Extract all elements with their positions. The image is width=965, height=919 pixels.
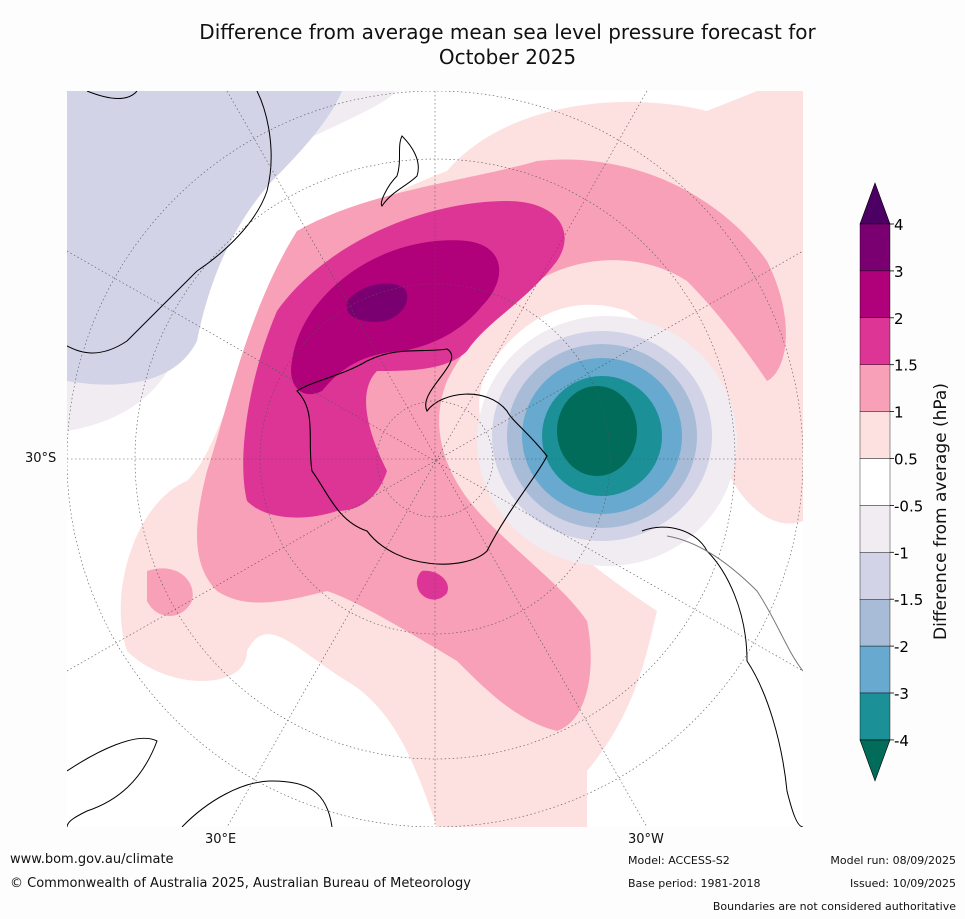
colorbar: 4 3 2 1.5 1 0.5 -0.5 -1 -1.5 -2 -3 -4 <box>859 182 923 782</box>
colorbar-tick-label: 2 <box>894 310 904 328</box>
colorbar-tick-label: 0.5 <box>894 451 918 469</box>
colorbar-segment <box>859 223 891 272</box>
anomaly-region-pos-0.5-1 <box>120 91 803 827</box>
australia-coastline <box>67 91 272 354</box>
longitude-label-30e: 30°E <box>205 832 237 847</box>
antarctica-coastline <box>296 348 548 565</box>
colorbar-extend-max <box>859 182 891 225</box>
title-line-1: Difference from average mean sea level p… <box>199 20 816 44</box>
anomaly-region-pos-3-4 <box>346 283 408 322</box>
colorbar-segment <box>859 645 891 694</box>
longitude-label-30w: 30°W <box>628 832 664 847</box>
colorbar-segment <box>859 599 891 647</box>
anomaly-region-pos-1-1.5-west <box>147 568 193 616</box>
anomaly-region-neg1-topleft <box>67 91 342 385</box>
south-america-coastline <box>641 526 803 827</box>
anomaly-region-pos-1.5-2-south <box>416 570 448 600</box>
colorbar-segment <box>859 692 891 741</box>
anomaly-region-neg-4-low <box>557 386 637 476</box>
colorbar-segment <box>859 317 891 365</box>
colorbar-tick-label: -1.5 <box>894 591 923 609</box>
colorbar-segment <box>859 552 891 600</box>
colorbar-tick-label: 1.5 <box>894 357 918 375</box>
footer-model-run: Model run: 08/09/2025 <box>830 854 956 867</box>
colorbar-segment <box>859 270 891 319</box>
south-america-border <box>666 535 803 672</box>
colorbar-tick-label: -1 <box>894 544 909 562</box>
colorbar-segment <box>859 458 891 506</box>
colorbar-extend-min <box>859 739 891 782</box>
colorbar-segment <box>859 505 891 553</box>
colorbar-tick-label: -2 <box>894 638 909 656</box>
latitude-label: 30°S <box>25 451 57 466</box>
africa-coastline <box>67 737 333 827</box>
footer-copyright: © Commonwealth of Australia 2025, Austra… <box>10 876 471 891</box>
new-zealand-coastline <box>380 135 419 207</box>
title-line-2: October 2025 <box>438 45 577 69</box>
pressure-anomaly-map <box>67 91 803 827</box>
map-title: Difference from average mean sea level p… <box>120 20 895 70</box>
colorbar-title: Difference from average (hPa) <box>931 383 951 640</box>
colorbar-tick-label: -4 <box>894 732 909 750</box>
footer-model: Model: ACCESS-S2 <box>628 854 730 867</box>
colorbar-tick-label: 1 <box>894 404 904 422</box>
footer-issued: Issued: 10/09/2025 <box>849 877 956 890</box>
colorbar-segment <box>859 364 891 412</box>
footer-disclaimer: Boundaries are not considered authoritat… <box>712 900 956 913</box>
colorbar-tick-label: -0.5 <box>894 497 923 515</box>
footer-url[interactable]: www.bom.gov.au/climate <box>10 852 174 867</box>
colorbar-tick-label: 4 <box>894 216 904 234</box>
anomaly-region-pos-2-3 <box>291 240 500 395</box>
footer-base-period: Base period: 1981-2018 <box>628 877 761 890</box>
colorbar-tick-label: -3 <box>894 685 909 703</box>
colorbar-segment <box>859 411 891 459</box>
colorbar-tick-label: 3 <box>894 263 904 281</box>
graticule <box>67 91 803 827</box>
